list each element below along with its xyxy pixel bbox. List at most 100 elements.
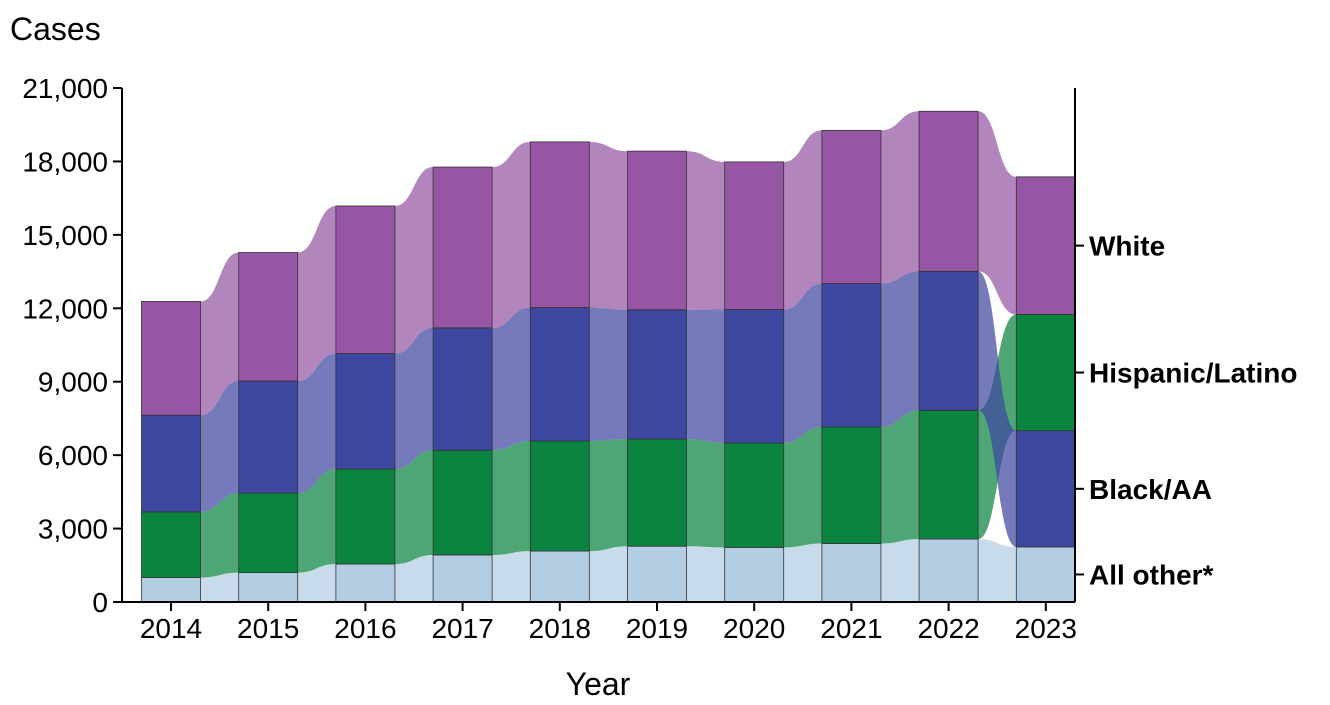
flow-bands [200, 111, 1017, 602]
bar-segment [432, 166, 493, 329]
bar-segment [918, 270, 979, 411]
x-tick-label: 2016 [334, 613, 396, 644]
flow-band [492, 551, 531, 602]
bar-segments [141, 110, 1076, 603]
bar-segment [432, 327, 493, 451]
bar-segment [724, 442, 785, 548]
flow-band [200, 380, 239, 512]
flow-band [978, 271, 1017, 547]
bar-segment [821, 426, 882, 544]
bar-segment [529, 141, 590, 308]
bar-segment [724, 309, 785, 444]
flow-band [200, 493, 239, 578]
flow-band [589, 438, 628, 552]
legend-label: Black/AA [1089, 474, 1212, 505]
y-tick-label: 3,000 [38, 514, 108, 545]
x-tick-label: 2017 [431, 613, 493, 644]
bar-segment [821, 543, 882, 603]
bar-segment [335, 205, 396, 354]
bar-segment [1015, 430, 1076, 548]
bar-segment [432, 554, 493, 603]
flow-band [297, 353, 336, 494]
bar-segment [627, 545, 687, 603]
flow-band [880, 410, 920, 544]
bar-segment [238, 380, 299, 494]
flow-band [783, 426, 822, 548]
flow-band [589, 546, 628, 602]
flow-band [783, 283, 822, 443]
flow-band [492, 141, 531, 328]
bar-segment [335, 563, 396, 603]
legend-label: All other* [1089, 559, 1214, 590]
bar-segment [141, 301, 201, 416]
y-axis-title: Cases [10, 11, 101, 47]
y-tick-label: 21,000 [22, 73, 108, 104]
bar-segment [918, 409, 979, 540]
bar-segment [627, 309, 687, 440]
bar-segment [529, 307, 590, 442]
bar-segment [238, 252, 299, 382]
flow-band [394, 167, 434, 354]
flow-band [686, 438, 725, 548]
bar-segment [918, 538, 979, 603]
flow-band [492, 440, 531, 556]
x-tick-label: 2019 [626, 613, 688, 644]
x-tick-label: 2014 [140, 613, 202, 644]
bar-segment [724, 161, 785, 310]
bar-segment [529, 440, 590, 552]
flow-band [880, 539, 920, 602]
flow-band [492, 307, 531, 451]
legend-label: Hispanic/Latino [1089, 358, 1297, 389]
legend-label: White [1089, 231, 1165, 262]
flow-band [589, 307, 628, 441]
bar-segment [529, 550, 590, 603]
y-tick-label: 9,000 [38, 367, 108, 398]
bar-segment [141, 577, 201, 603]
flow-band [297, 564, 336, 602]
y-tick-label: 15,000 [22, 220, 108, 251]
bar-segment [724, 547, 785, 603]
bar-segment [627, 438, 687, 547]
bar-segment [821, 283, 882, 428]
x-tick-label: 2023 [1015, 613, 1077, 644]
y-tick-label: 0 [92, 587, 108, 618]
bar-segment [141, 414, 201, 513]
bar-segment [821, 129, 882, 284]
flow-band [394, 327, 434, 470]
bar-segment [238, 492, 299, 574]
flow-band [880, 111, 920, 284]
flow-band [978, 111, 1017, 315]
y-tick-label: 6,000 [38, 440, 108, 471]
legend: White Hispanic/Latino Black/AA All other* [1074, 88, 1297, 602]
bar-segment [918, 110, 979, 272]
flow-band [783, 130, 822, 310]
flow-band [394, 555, 434, 602]
bar-segment [1015, 314, 1076, 432]
flow-band [200, 252, 239, 416]
axes: 0 3,000 6,000 9,000 12,000 15,000 18,000 21,000… [22, 73, 1077, 644]
flow-band [880, 271, 920, 427]
bar-segment [627, 150, 687, 311]
flow-band [978, 539, 1017, 602]
flow-band [297, 205, 336, 381]
x-tick-label: 2021 [820, 613, 882, 644]
flow-band [589, 141, 628, 310]
flow-band [686, 546, 725, 602]
bar-segment [335, 468, 396, 565]
flow-band [200, 572, 239, 602]
flow-band [783, 543, 822, 602]
bar-segment [1015, 176, 1076, 315]
bar-segment [238, 572, 299, 603]
flow-band [686, 309, 725, 443]
x-tick-label: 2020 [723, 613, 785, 644]
x-axis-title: Year [566, 666, 631, 700]
bar-segment [432, 449, 493, 556]
y-tick-label: 12,000 [22, 293, 108, 324]
x-tick-label: 2015 [237, 613, 299, 644]
bar-segment [335, 353, 396, 470]
bar-segment [1015, 546, 1076, 603]
x-tick-label: 2022 [917, 613, 979, 644]
bar-segment [141, 511, 201, 578]
